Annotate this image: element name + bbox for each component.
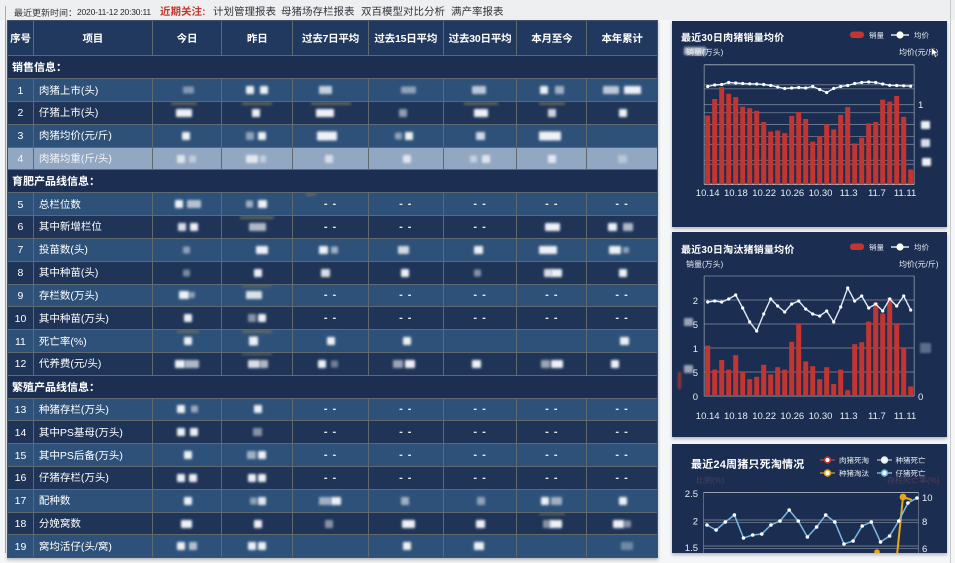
svg-text:销量: 销量	[869, 242, 884, 253]
svg-text:10.26: 10.26	[780, 188, 804, 199]
svg-text:均价: 均价	[914, 30, 929, 41]
svg-text:1.5: 1.5	[685, 543, 698, 553]
svg-text:10.26: 10.26	[780, 411, 804, 422]
svg-text:10: 10	[922, 493, 933, 504]
svg-text:11.7: 11.7	[868, 411, 886, 422]
svg-text:2.5: 2.5	[685, 489, 698, 500]
svg-text:0: 0	[693, 392, 698, 403]
svg-text:11.11: 11.11	[894, 188, 916, 199]
svg-text:肉猪死淘: 肉猪死淘	[839, 455, 869, 466]
svg-text:11.3: 11.3	[840, 188, 858, 199]
svg-text:10.14: 10.14	[696, 411, 720, 422]
svg-text:11.11: 11.11	[894, 411, 916, 422]
svg-text:10.22: 10.22	[752, 411, 776, 422]
svg-text:销量: 销量	[869, 30, 884, 41]
svg-text:6: 6	[922, 544, 927, 553]
svg-text:0: 0	[918, 392, 923, 403]
svg-text:10.30: 10.30	[809, 188, 833, 199]
svg-text:1: 1	[693, 344, 698, 355]
svg-text:10.14: 10.14	[696, 188, 720, 199]
svg-text:2: 2	[693, 517, 698, 528]
svg-text:1: 1	[918, 100, 923, 111]
svg-text:11.3: 11.3	[840, 411, 858, 422]
svg-text:种猪淘汰: 种猪淘汰	[839, 468, 869, 479]
svg-text:10.18: 10.18	[724, 188, 748, 199]
svg-text:5: 5	[693, 368, 698, 379]
svg-text:种猪死亡: 种猪死亡	[896, 455, 926, 466]
svg-text:10.22: 10.22	[752, 188, 776, 199]
svg-text:10.18: 10.18	[724, 411, 748, 422]
svg-text:均价: 均价	[914, 242, 929, 253]
svg-text:8: 8	[922, 517, 927, 528]
svg-text:2: 2	[693, 296, 698, 307]
svg-text:5: 5	[693, 320, 698, 331]
svg-text:仔猪死亡: 仔猪死亡	[896, 468, 926, 479]
svg-text:11.7: 11.7	[868, 188, 886, 199]
svg-text:10.30: 10.30	[809, 411, 833, 422]
